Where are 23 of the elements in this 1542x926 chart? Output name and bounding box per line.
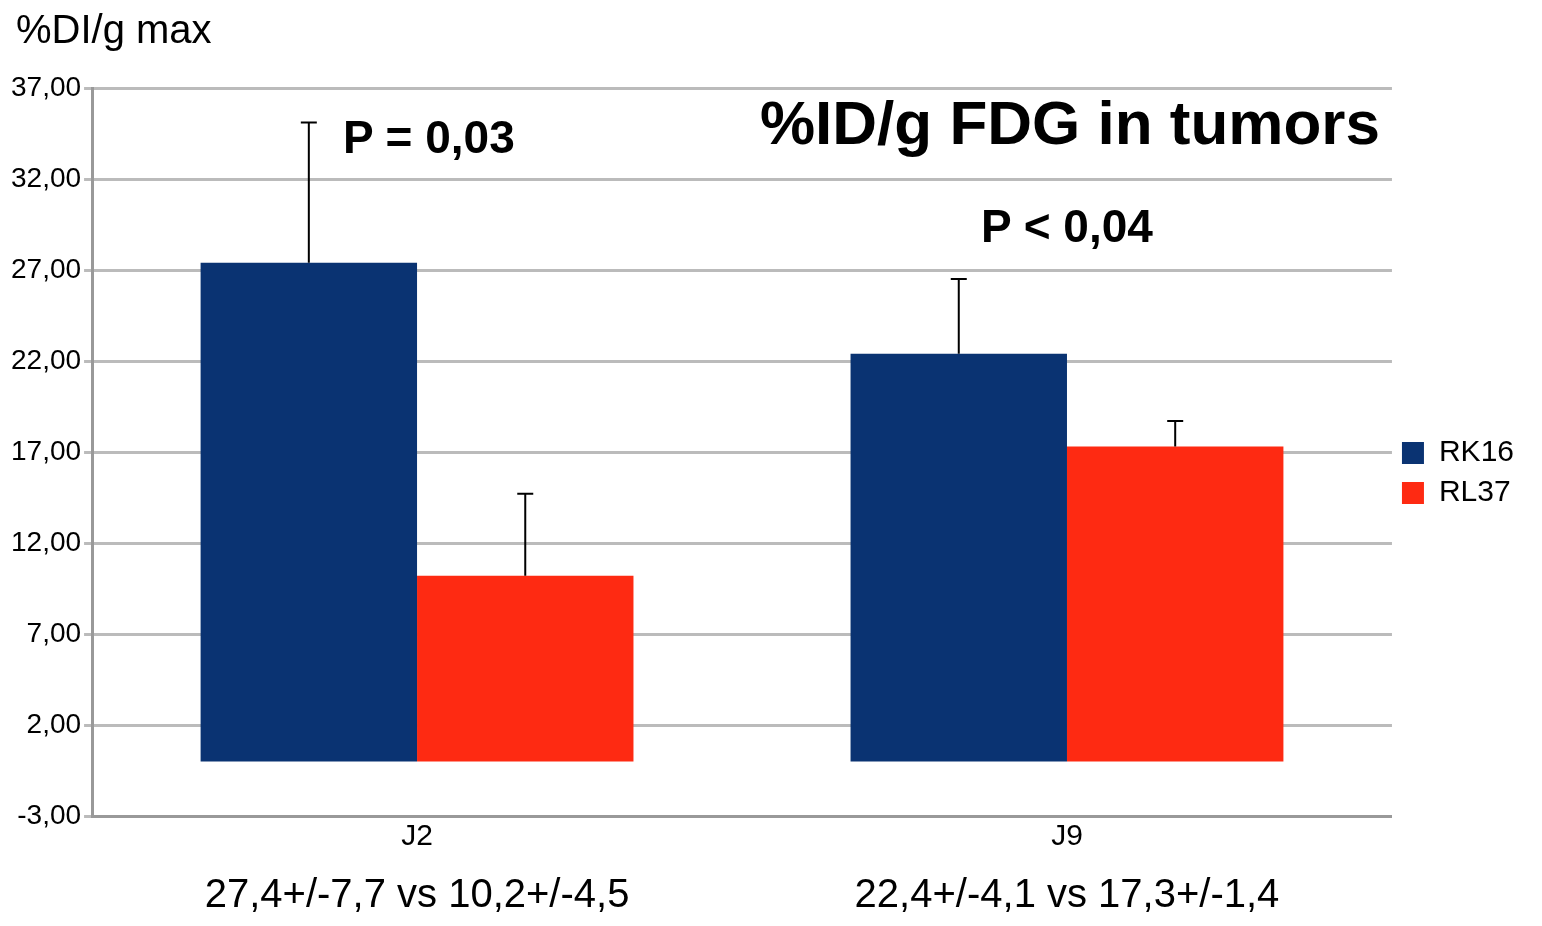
y-tick-label: -3,00 [17, 798, 82, 830]
bar [850, 353, 1067, 762]
x-tick-label: J2 [401, 818, 433, 852]
annotation: P = 0,03 [342, 111, 515, 164]
y-tick-label: 7,00 [26, 616, 82, 648]
y-tick-label: 22,00 [10, 343, 82, 375]
y-tick-label: 37,00 [10, 70, 82, 102]
legend-label: RL37 [1438, 474, 1511, 508]
legend-label: RK16 [1438, 434, 1514, 468]
y-tick-label: 2,00 [26, 707, 82, 739]
bar [417, 575, 634, 762]
text: 27,4+/-7,7 vs 10,2+/-4,5 [204, 871, 630, 916]
x-tick-label: J9 [1051, 818, 1083, 852]
y-tick-label: 32,00 [10, 161, 82, 193]
y-tick-label: 27,00 [10, 252, 82, 284]
text: 22,4+/-4,1 vs 17,3+/-1,4 [854, 871, 1280, 916]
y-axis-title: %DI/g max [16, 7, 212, 52]
bar [200, 262, 418, 762]
y-tick-label: 17,00 [10, 434, 82, 466]
annotation: P < 0,04 [981, 199, 1154, 252]
chart-title: %ID/g FDG in tumors [759, 88, 1380, 158]
y-tick-label: 12,00 [10, 525, 82, 557]
bar [1066, 446, 1284, 762]
